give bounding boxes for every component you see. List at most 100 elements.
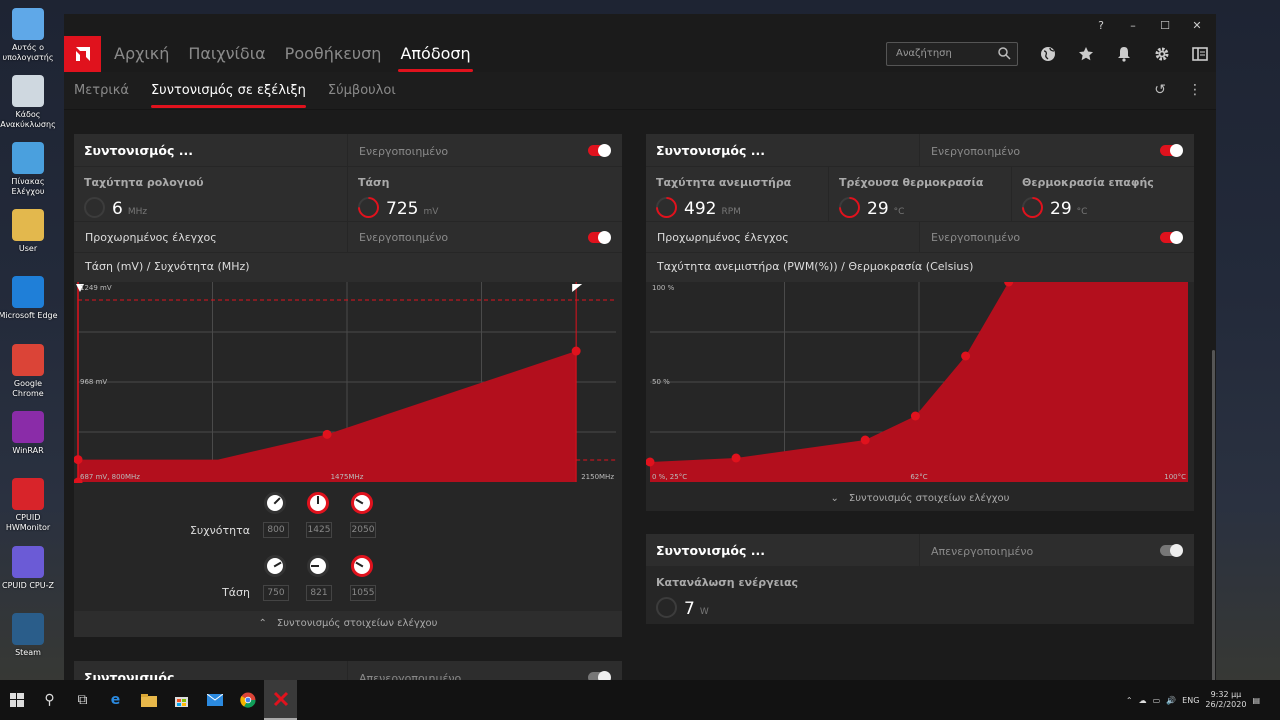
- nav-games[interactable]: Παιχνίδια: [188, 44, 266, 63]
- chart-point: [571, 346, 581, 356]
- bell-icon[interactable]: [1114, 44, 1134, 64]
- freq-knob-1[interactable]: [264, 492, 286, 514]
- file-explorer-icon[interactable]: [132, 680, 165, 720]
- scrollbar[interactable]: [1212, 350, 1215, 680]
- volt-value-1[interactable]: 750: [263, 585, 289, 601]
- tab-advisors[interactable]: Σύμβουλοι: [327, 82, 396, 98]
- desktop-shortcut[interactable]: User: [0, 209, 58, 254]
- volt-value-3[interactable]: 1055: [350, 585, 376, 601]
- clock[interactable]: 9:32 μμ 26/2/2020: [1205, 690, 1246, 710]
- start-button[interactable]: [0, 680, 33, 720]
- fan-curve-chart[interactable]: 100 % 50 % 0 %, 25°C 62°C 100°C: [646, 282, 1194, 483]
- desktop-shortcut[interactable]: Πίνακας Ελέγχου: [0, 142, 58, 197]
- desktop-shortcut[interactable]: Microsoft Edge: [0, 276, 58, 321]
- chart-point: [910, 411, 920, 421]
- gpu-advanced-label: Προχωρημένος έλεγχος: [85, 231, 217, 244]
- left-handle-icon: [76, 284, 84, 292]
- bottom-tuning-toggle[interactable]: [588, 671, 611, 680]
- desktop-shortcut[interactable]: Steam: [0, 613, 58, 658]
- tab-tuning[interactable]: Συντονισμός σε εξέλιξη: [150, 72, 306, 110]
- frequency-row-label: Συχνότητα: [189, 524, 250, 537]
- chart-point: [74, 477, 83, 483]
- freq-knob-3[interactable]: [351, 492, 373, 514]
- control-panel-icon: [12, 142, 44, 174]
- tab-metrics[interactable]: Μετρικά: [74, 82, 129, 98]
- minimize-button[interactable]: –: [1130, 18, 1136, 32]
- voltage-gauge-icon: [353, 192, 384, 223]
- freq-value-3[interactable]: 2050: [350, 522, 376, 538]
- fan-tuning-toggle[interactable]: [1160, 144, 1183, 157]
- maximize-button[interactable]: ☐: [1160, 18, 1170, 32]
- freq-knob-2[interactable]: [307, 492, 329, 514]
- voltage-frequency-chart[interactable]: 1249 mV 968 mV 687 mV, 800MHz 1475MHz 2150MH…: [74, 282, 622, 483]
- desktop-shortcut[interactable]: CPUID HWMonitor: [0, 478, 58, 533]
- fan-expand-controls[interactable]: ⌄ Συντονισμός στοιχείων ελέγχου: [646, 487, 1194, 511]
- gear-icon[interactable]: [1152, 44, 1172, 64]
- reset-icon[interactable]: ↺: [1154, 82, 1166, 98]
- amd-logo-icon[interactable]: [64, 36, 101, 72]
- search-icon[interactable]: [998, 47, 1011, 69]
- cloud-icon[interactable]: ☁: [1138, 695, 1147, 705]
- hwmonitor-icon: [12, 478, 44, 510]
- top-navigation: Αρχική Παιχνίδια Ροοθήκευση Απόδοση Αναζ…: [64, 36, 1216, 72]
- volt-knob-1[interactable]: [264, 555, 286, 577]
- chevron-up-icon[interactable]: ⌃: [1125, 695, 1133, 705]
- chart-point: [646, 457, 655, 467]
- radeon-software-window: ? – ☐ ✕ Αρχική Παιχνίδια Ροοθήκευση Απόδ…: [64, 14, 1216, 680]
- edge-taskbar-icon[interactable]: e: [110, 692, 121, 708]
- task-view-icon[interactable]: ⧉: [77, 692, 88, 708]
- desktop-shortcut[interactable]: CPUID CPU-Z: [0, 546, 58, 591]
- desktop-shortcut[interactable]: Αυτός ο υπολογιστής: [0, 8, 58, 63]
- nav-recording[interactable]: Ροοθήκευση: [284, 44, 382, 63]
- computer-icon: [12, 8, 44, 40]
- recycle-bin-icon: [12, 75, 44, 107]
- gpu-advanced-toggle[interactable]: [588, 231, 611, 244]
- notifications-icon[interactable]: ▤: [1252, 695, 1260, 705]
- y-axis-mid-label: 968 mV: [80, 378, 107, 386]
- x-axis-mid-label: 62°C: [910, 473, 927, 481]
- gpu-panel-title: Συντονισμός ...: [84, 143, 193, 158]
- freq-value-1[interactable]: 800: [263, 522, 289, 538]
- chart-point: [731, 453, 741, 463]
- volt-knob-3[interactable]: [351, 555, 373, 577]
- desktop-shortcut[interactable]: Κάδος Ανακύκλωσης: [0, 75, 58, 130]
- desktop-shortcut-label: Αυτός ο υπολογιστής: [2, 43, 54, 62]
- radeon-taskbar-icon[interactable]: [264, 680, 297, 720]
- more-options-icon[interactable]: ⋮: [1188, 82, 1202, 98]
- freq-value-2[interactable]: 1425: [306, 522, 332, 538]
- desktop-shortcut[interactable]: Google Chrome: [0, 344, 58, 399]
- volume-icon[interactable]: 🔊: [1166, 695, 1177, 705]
- system-tray: ⌃ ☁ ▭ 🔊 ENG 9:32 μμ 26/2/2020 ▤: [1126, 680, 1280, 720]
- close-button[interactable]: ✕: [1192, 18, 1202, 32]
- gpu-collapse-label: Συντονισμός στοιχείων ελέγχου: [276, 618, 438, 629]
- chart-point: [961, 351, 971, 361]
- fan-advanced-toggle[interactable]: [1160, 231, 1183, 244]
- layout-icon[interactable]: [1190, 44, 1210, 64]
- volt-knob-2[interactable]: [307, 555, 329, 577]
- current-temp-label: Τρέχουσα θερμοκρασία: [839, 176, 984, 189]
- nav-home[interactable]: Αρχική: [114, 44, 170, 63]
- desktop-shortcut[interactable]: WinRAR: [0, 411, 58, 456]
- desktop-shortcut-label: Google Chrome: [12, 379, 44, 398]
- mail-icon[interactable]: [198, 680, 231, 720]
- search-input[interactable]: Αναζήτηση: [886, 42, 1018, 66]
- gpu-collapse-controls[interactable]: ⌃ Συντονισμός στοιχείων ελέγχου: [74, 611, 622, 637]
- power-tuning-toggle[interactable]: [1160, 544, 1183, 557]
- language-indicator[interactable]: ENG: [1182, 695, 1200, 705]
- search-icon[interactable]: ⚲: [44, 692, 55, 708]
- globe-icon[interactable]: [1038, 44, 1058, 64]
- store-icon[interactable]: [165, 680, 198, 720]
- junction-temp-value: 29: [1050, 199, 1072, 219]
- voltage-label: Τάση: [358, 176, 390, 189]
- gpu-tuning-toggle[interactable]: [588, 144, 611, 157]
- fan-advanced-label: Προχωρημένος έλεγχος: [657, 231, 789, 244]
- chart-area: [78, 351, 577, 482]
- help-icon[interactable]: ?: [1098, 18, 1104, 32]
- nav-performance[interactable]: Απόδοση: [398, 36, 473, 72]
- network-icon[interactable]: ▭: [1152, 695, 1161, 705]
- chrome-taskbar-icon[interactable]: [231, 680, 264, 720]
- fan-gauge-icon: [651, 192, 682, 223]
- star-icon[interactable]: [1076, 44, 1096, 64]
- power-usage-unit: W: [699, 607, 709, 617]
- volt-value-2[interactable]: 821: [306, 585, 332, 601]
